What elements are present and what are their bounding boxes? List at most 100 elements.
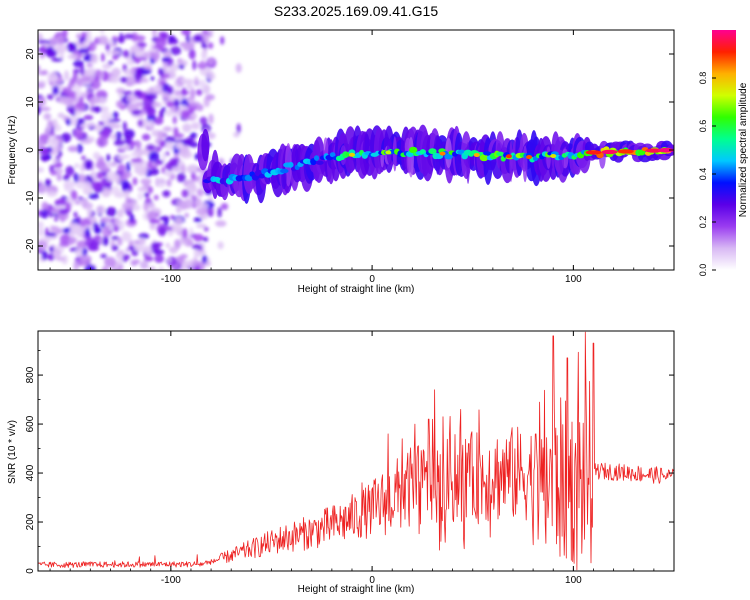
- noise-blob: [106, 171, 118, 182]
- noise-blob: [122, 49, 130, 58]
- noise-blob: [141, 133, 151, 141]
- noise-blob: [192, 60, 197, 71]
- spectrogram-image: [38, 30, 674, 270]
- noise-blob: [137, 192, 144, 201]
- noise-blob: [172, 224, 184, 233]
- signal-streak: [466, 141, 470, 184]
- spectrogram-x-axis-label: Height of straight line (km): [298, 284, 415, 295]
- noise-blob: [180, 78, 187, 83]
- noise-blob: [130, 151, 140, 158]
- noise-blob: [170, 46, 182, 56]
- noise-blob: [160, 32, 169, 39]
- noise-blob: [88, 240, 99, 251]
- noise-blob: [138, 245, 151, 253]
- noise-blob: [88, 193, 100, 200]
- noise-blob: [120, 76, 128, 83]
- noise-blob: [207, 42, 214, 50]
- noise-blob: [235, 63, 242, 73]
- noise-blob: [75, 117, 85, 125]
- noise-blob: [46, 94, 54, 100]
- noise-blob: [166, 179, 172, 187]
- noise-blob: [196, 104, 204, 112]
- noise-blob: [193, 233, 204, 242]
- noise-blob: [190, 172, 196, 181]
- noise-blob: [54, 217, 59, 222]
- signal-hotspot: [473, 152, 480, 157]
- noise-blob: [78, 48, 87, 54]
- noise-blob: [39, 106, 51, 112]
- noise-blob: [92, 151, 101, 160]
- noise-blob: [63, 180, 76, 189]
- noise-blob: [67, 145, 79, 152]
- noise-blob: [72, 224, 84, 236]
- noise-blob: [184, 212, 189, 218]
- noise-blob: [93, 106, 102, 113]
- noise-blob: [91, 216, 97, 224]
- x-tick-label: 0: [369, 575, 375, 586]
- signal-peak: [585, 150, 602, 155]
- noise-blob: [189, 132, 198, 139]
- noise-blob: [117, 254, 123, 266]
- noise-blob: [174, 217, 184, 225]
- x-tick-label: -100: [161, 575, 181, 586]
- noise-blob: [118, 219, 125, 231]
- noise-blob: [111, 244, 119, 252]
- noise-blob: [190, 195, 197, 200]
- noise-blob: [188, 259, 194, 268]
- noise-blob: [141, 262, 147, 268]
- colorbar-gradient: [712, 30, 736, 270]
- noise-blob: [177, 58, 183, 64]
- noise-blob: [78, 196, 84, 201]
- noise-blob: [172, 115, 178, 125]
- noise-blob: [38, 147, 50, 154]
- noise-blob: [162, 126, 173, 132]
- noise-blob: [84, 264, 96, 270]
- signal-core: [408, 146, 418, 153]
- noise-blob: [43, 235, 53, 242]
- noise-blob: [138, 233, 150, 240]
- noise-blob: [126, 58, 135, 66]
- y-tick-label: 200: [25, 513, 36, 530]
- noise-blob: [100, 253, 107, 259]
- noise-blob: [80, 164, 85, 172]
- noise-blob: [194, 197, 202, 208]
- signal-streak: [364, 133, 370, 164]
- noise-blob: [101, 128, 111, 139]
- noise-blob: [41, 201, 49, 212]
- noise-blob: [154, 254, 164, 264]
- noise-blob: [169, 246, 178, 254]
- noise-blob: [86, 63, 93, 68]
- noise-blob: [82, 181, 92, 191]
- noise-blob: [185, 33, 191, 44]
- noise-blob: [195, 223, 207, 229]
- noise-blob: [113, 225, 120, 233]
- noise-blob: [138, 112, 144, 118]
- noise-blob: [52, 158, 58, 164]
- noise-blob: [40, 209, 49, 219]
- noise-blob: [49, 246, 54, 253]
- noise-blob: [83, 54, 93, 62]
- noise-blob: [233, 131, 240, 138]
- noise-blob: [67, 54, 79, 60]
- noise-blob: [161, 57, 171, 62]
- noise-blob: [132, 177, 138, 186]
- noise-blob: [97, 96, 108, 104]
- noise-blob: [52, 85, 59, 96]
- noise-blob: [80, 64, 85, 76]
- noise-blob: [147, 211, 157, 221]
- noise-blob: [164, 136, 176, 144]
- noise-blob: [180, 164, 186, 175]
- noise-blob: [95, 205, 106, 215]
- noise-blob: [70, 78, 75, 85]
- noise-blob: [196, 188, 204, 197]
- noise-blob: [54, 198, 67, 206]
- noise-blob: [111, 67, 121, 78]
- noise-blob: [47, 71, 59, 83]
- signal-streak: [509, 140, 513, 183]
- noise-blob: [154, 159, 164, 165]
- signal-core: [315, 160, 324, 165]
- noise-blob: [113, 139, 126, 146]
- noise-blob: [122, 90, 133, 95]
- noise-blob: [143, 202, 149, 211]
- noise-blob: [180, 109, 191, 119]
